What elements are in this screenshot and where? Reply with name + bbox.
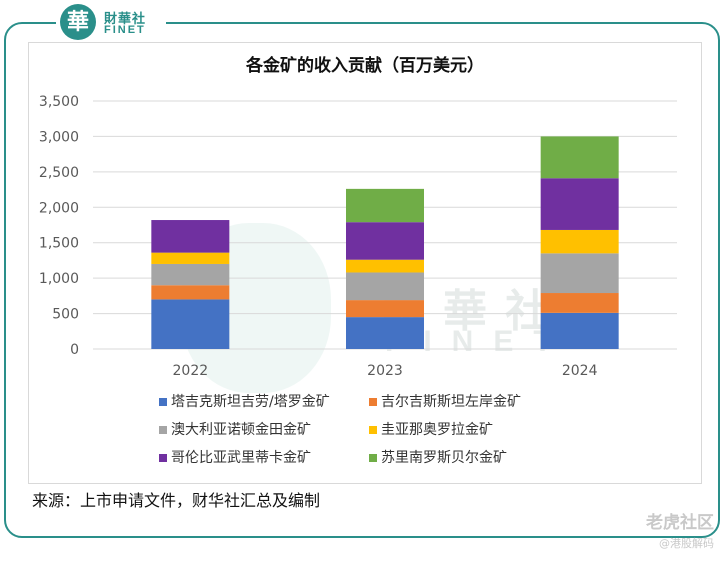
bar-segment: [540, 229, 619, 254]
legend-item: 苏里南罗斯贝尔金矿: [369, 447, 507, 467]
y-tick-label: 3,500: [39, 94, 79, 110]
bar-segment: [346, 259, 424, 273]
logo-name-en: FINET: [104, 24, 146, 36]
watermark-community: 老虎社区: [646, 513, 714, 533]
logo-badge: 華: [60, 4, 96, 40]
bar-segment: [346, 317, 424, 349]
legend-label: 吉尔吉斯斯坦左岸金矿: [381, 394, 521, 410]
bar-segment: [151, 252, 230, 264]
y-tick-label: 3,000: [39, 129, 79, 145]
bar-segment: [151, 285, 230, 300]
bar-segment: [540, 136, 619, 179]
x-tick-label: 2024: [562, 363, 598, 379]
finet-logo: 華 財華社 FINET: [56, 2, 166, 42]
legend-label: 苏里南罗斯贝尔金矿: [381, 450, 507, 466]
bar-segment: [540, 312, 619, 349]
legend-item: 澳大利亚诺顿金田金矿: [159, 419, 311, 439]
legend-swatch: [159, 454, 167, 462]
x-tick-label: 2022: [173, 363, 209, 379]
bar-segment: [346, 272, 424, 301]
legend-item: 塔吉克斯坦吉劳/塔罗金矿: [159, 391, 330, 411]
legend-swatch: [369, 398, 377, 406]
legend-swatch: [369, 426, 377, 434]
y-tick-label: 0: [70, 342, 79, 358]
legend-swatch: [159, 426, 167, 434]
source-note: 来源：上市申请文件，财华社汇总及编制: [32, 491, 321, 510]
chart-frame: 財華社 FINET 各金矿的收入贡献（百万美元） 0 500 1,000 1,500 2…: [28, 42, 702, 484]
y-tick-label: 500: [52, 307, 79, 323]
legend-item: 圭亚那奥罗拉金矿: [369, 419, 493, 439]
y-tick-label: 1,000: [39, 271, 79, 287]
y-tick-label: 2,000: [39, 200, 79, 216]
bar-segment: [540, 253, 619, 294]
legend-item: 哥伦比亚武里蒂卡金矿: [159, 447, 311, 467]
watermark-handle: @港股解码: [659, 537, 714, 550]
legend-label: 塔吉克斯坦吉劳/塔罗金矿: [171, 394, 330, 410]
legend-swatch: [159, 398, 167, 406]
bar-segment: [540, 178, 619, 230]
legend-label: 圭亚那奥罗拉金矿: [381, 422, 493, 438]
legend-swatch: [369, 454, 377, 462]
bar-segment: [346, 300, 424, 318]
y-tick-label: 2,500: [39, 165, 79, 181]
bar-segment: [346, 188, 424, 223]
bar-segment: [151, 263, 230, 286]
chart-title: 各金矿的收入贡献（百万美元）: [246, 56, 484, 76]
logo-name-cn: 財華社: [104, 12, 147, 27]
legend-label: 澳大利亚诺顿金田金矿: [171, 422, 311, 438]
legend-item: 吉尔吉斯斯坦左岸金矿: [369, 391, 521, 411]
y-tick-label: 1,500: [39, 236, 79, 252]
chart-plot: 0 500 1,000 1,500 2,000 2,500 3,000 3,500 2022 20…: [39, 94, 677, 379]
x-tick-label: 2023: [367, 363, 403, 379]
bar-segment: [540, 293, 619, 313]
bar-segment: [151, 299, 230, 349]
legend-label: 哥伦比亚武里蒂卡金矿: [171, 450, 311, 466]
bar-segment: [151, 220, 230, 253]
bar-segment: [346, 222, 424, 260]
